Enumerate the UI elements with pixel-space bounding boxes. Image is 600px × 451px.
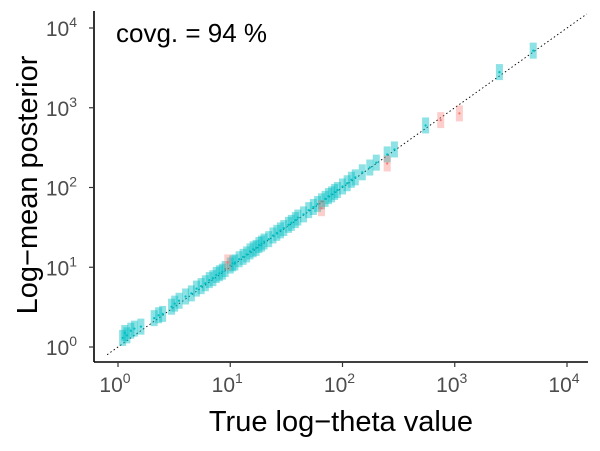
data-point: [252, 239, 260, 256]
y-tick-label: 101: [46, 253, 77, 280]
data-point: [343, 175, 351, 192]
data-point: [205, 272, 213, 289]
data-point: [529, 42, 537, 59]
y-tick-label: 104: [46, 14, 77, 41]
data-point: [265, 231, 273, 248]
data-point: [123, 327, 131, 344]
x-tick-label: 103: [436, 370, 467, 397]
data-point: [130, 320, 138, 337]
data-point: [243, 246, 251, 263]
data-point: [339, 178, 346, 195]
x-axis-title: True log−theta value: [209, 406, 473, 438]
data-point: [249, 241, 257, 258]
data-point: [280, 220, 288, 237]
data-point: [305, 202, 313, 219]
data-point: [224, 254, 232, 271]
axes-layer: [93, 11, 588, 363]
ticks-layer: 100 101 102 103 104 100 101 102 103 104: [46, 14, 580, 397]
data-point: [239, 248, 247, 265]
data-point: [317, 200, 325, 217]
data-point: [197, 278, 205, 295]
y-tick-label: 102: [46, 174, 77, 201]
data-point: [333, 182, 341, 199]
data-point: [300, 206, 308, 223]
data-point: [159, 305, 167, 322]
data-point: [119, 329, 127, 346]
data-point: [150, 310, 158, 327]
data-point: [324, 188, 332, 205]
data-point: [331, 183, 339, 200]
data-point: [437, 112, 445, 129]
data-point: [366, 159, 374, 176]
data-point: [229, 255, 237, 272]
data-point: [287, 214, 295, 231]
data-point: [314, 196, 322, 213]
data-point: [168, 298, 176, 315]
data-point: [235, 251, 243, 268]
data-point: [221, 261, 229, 278]
data-point: [328, 186, 336, 203]
data-point: [127, 322, 135, 339]
data-point: [291, 212, 299, 229]
points-layer: [119, 42, 537, 346]
x-tick-label: 104: [548, 370, 579, 397]
y-axis-title: Log−mean posterior: [12, 55, 44, 314]
data-point: [215, 265, 223, 282]
data-point: [182, 288, 190, 305]
data-point: [121, 324, 129, 341]
data-point: [273, 224, 281, 241]
data-point: [187, 285, 195, 302]
data-point: [372, 154, 380, 171]
coverage-annotation: covg. = 94 %: [116, 18, 267, 48]
data-point: [422, 117, 430, 134]
y-tick-label: 103: [46, 94, 77, 121]
data-point: [351, 169, 359, 186]
data-point: [175, 292, 183, 309]
data-point: [309, 198, 317, 215]
data-point: [137, 318, 145, 335]
data-point: [390, 141, 398, 158]
y-tick-label: 100: [46, 333, 77, 360]
data-point: [455, 105, 463, 122]
data-point: [201, 275, 209, 292]
data-point: [246, 243, 254, 260]
x-tick-label: 100: [99, 370, 130, 397]
x-tick-label: 102: [324, 370, 355, 397]
data-point: [321, 190, 329, 207]
data-point: [255, 237, 263, 254]
data-point: [383, 155, 391, 172]
data-point: [209, 270, 217, 287]
data-point: [294, 209, 302, 226]
data-point: [231, 254, 239, 271]
data-point: [155, 307, 163, 324]
data-point: [317, 193, 325, 210]
data-point: [269, 227, 277, 244]
data-point: [495, 64, 503, 81]
data-point: [171, 295, 179, 312]
data-point: [347, 171, 355, 188]
data-point: [226, 257, 234, 274]
data-point: [276, 222, 284, 239]
data-point: [218, 263, 226, 280]
data-point: [260, 233, 268, 250]
data-point: [383, 146, 391, 163]
data-point: [284, 216, 292, 233]
data-point: [358, 164, 366, 181]
data-point: [258, 235, 266, 252]
x-tick-label: 101: [212, 370, 243, 397]
data-point: [212, 266, 220, 283]
data-point: [192, 280, 200, 297]
